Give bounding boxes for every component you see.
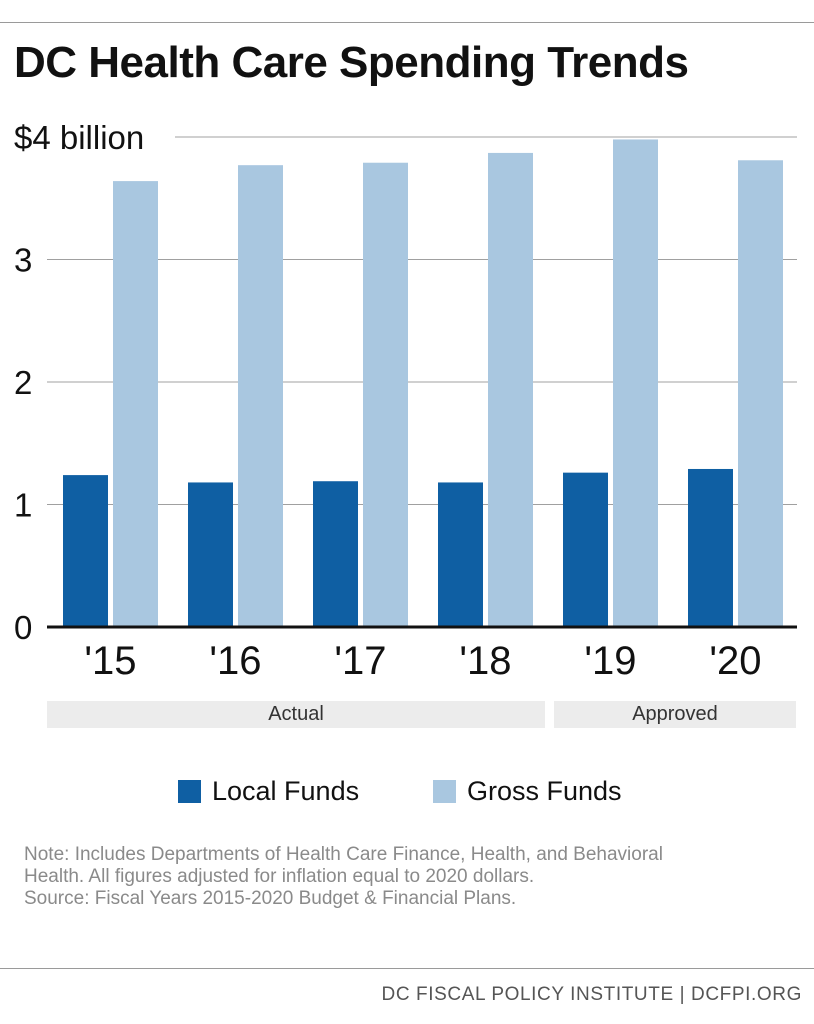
legend-swatch-local (178, 779, 201, 803)
legend-swatch-gross (433, 779, 456, 803)
bar-gross-5 (738, 160, 783, 627)
bar-local-3 (438, 482, 483, 627)
bar-gross-2 (363, 162, 408, 627)
group-label-approved: Approved (554, 701, 796, 728)
bar-chart: 0 1 2 3 $4 billion '15 '16 '17 '18 '19 '20 (14, 119, 797, 683)
bar-local-2 (313, 481, 358, 627)
x-tick-label-1: '16 (209, 639, 261, 683)
chart-note: Note: Includes Departments of Health Car… (24, 844, 794, 910)
y-tick-label-3: 3 (14, 242, 32, 279)
chart-title: DC Health Care Spending Trends (14, 38, 689, 87)
y-tick-label-4: $4 billion (14, 119, 144, 156)
legend-gross: Gross Funds (433, 774, 622, 808)
x-tick-label-3: '18 (459, 639, 511, 683)
legend-local: Local Funds (178, 774, 359, 808)
bar-local-5 (688, 468, 733, 627)
note-line-1: Note: Includes Departments of Health Car… (24, 844, 663, 865)
top-rule (0, 22, 814, 23)
bar-local-1 (188, 482, 233, 627)
bar-gross-0 (113, 181, 158, 627)
y-tick-label-1: 1 (14, 487, 32, 524)
y-tick-label-0: 0 (14, 609, 32, 646)
bottom-rule (0, 968, 814, 969)
legend-label-local: Local Funds (212, 775, 360, 806)
note-line-2: Health. All figures adjusted for inflati… (24, 866, 535, 887)
x-tick-label-0: '15 (84, 639, 136, 683)
bar-local-4 (563, 472, 608, 627)
group-label-actual: Actual (47, 701, 545, 728)
legend-label-gross: Gross Funds (467, 775, 622, 806)
bar-gross-1 (238, 165, 283, 628)
x-tick-label-4: '19 (584, 639, 636, 683)
footer-credit: DC FISCAL POLICY INSTITUTE | DCFPI.ORG (381, 984, 802, 1005)
x-tick-label-2: '17 (334, 639, 386, 683)
bar-local-0 (63, 475, 108, 627)
note-line-3: Source: Fiscal Years 2015-2020 Budget & … (24, 888, 517, 909)
bar-gross-3 (488, 152, 533, 628)
bar-gross-4 (613, 139, 658, 627)
x-tick-label-5: '20 (709, 639, 761, 683)
y-tick-label-2: 2 (14, 364, 32, 401)
